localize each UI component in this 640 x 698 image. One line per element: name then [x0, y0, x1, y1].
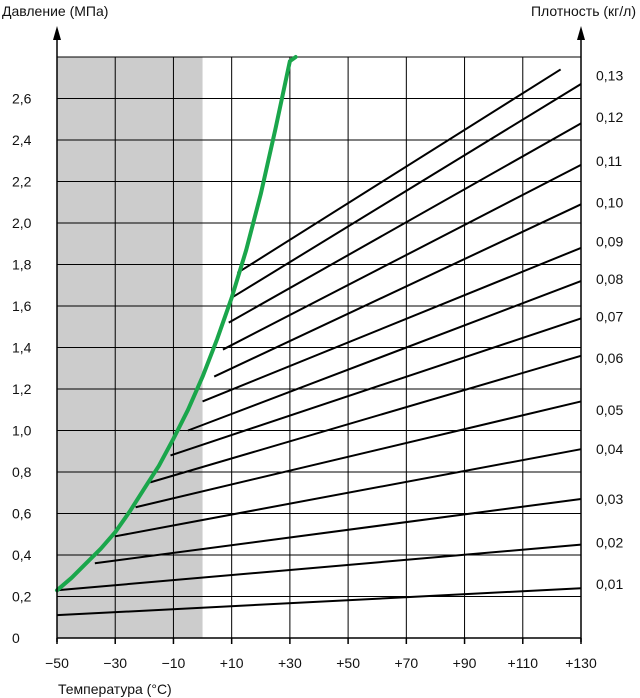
density-label: 0,10	[596, 194, 623, 210]
density-line	[135, 400, 582, 509]
density-line	[187, 280, 582, 432]
y-tick-label: 1,0	[12, 423, 32, 439]
y-tick-label: 1,6	[12, 298, 32, 314]
x-tick-label: +90	[453, 655, 477, 671]
density-line	[115, 448, 582, 538]
density-label: 0,07	[596, 308, 623, 324]
x-tick-labels: −50 −30 −10 +10 +30 +50 +70 +90 +110 +130	[45, 655, 597, 671]
y-tick-label: 1,8	[12, 257, 32, 273]
x-tick-label: +110	[508, 655, 539, 671]
density-label: 0,03	[596, 491, 623, 507]
density-label: 0,04	[596, 441, 623, 457]
x-tick-label: +30	[278, 655, 302, 671]
density-line	[228, 122, 582, 324]
y-axis-arrow	[53, 26, 61, 40]
density-label: 0,02	[596, 535, 623, 551]
density-label: 0,01	[596, 576, 623, 592]
density-lines	[56, 68, 582, 617]
y-tick-label: 0,2	[12, 589, 32, 605]
y-tick-label: 2,6	[12, 91, 32, 107]
density-line	[170, 317, 582, 457]
density-label: 0,13	[596, 68, 623, 84]
density-label: 0,06	[596, 350, 623, 366]
y-tick-label: 1,4	[12, 340, 32, 356]
x-tick-label: −10	[162, 655, 186, 671]
density-line	[202, 246, 582, 403]
density-line	[94, 497, 582, 565]
saturation-curve	[55, 55, 298, 593]
density-label: 0,05	[596, 402, 623, 418]
density-line	[213, 203, 582, 378]
density-line	[56, 587, 582, 617]
y-tick-label: 2,2	[12, 174, 32, 190]
axes	[53, 26, 585, 644]
right-axis-title: Плотность (кг/л)	[531, 3, 636, 19]
x-tick-label: −30	[103, 655, 127, 671]
y-tick-label: 2,0	[12, 215, 32, 231]
density-label: 0,11	[596, 153, 622, 169]
x-tick-label: −50	[45, 655, 69, 671]
y-tick-label: 0,6	[12, 506, 32, 522]
density-line	[56, 543, 582, 592]
y-axis-title: Давление (МПа)	[2, 3, 108, 19]
density-labels: 0,01 0,02 0,03 0,04 0,05 0,06 0,07 0,08 0,09 0,10…	[596, 68, 623, 592]
y-tick-label: 0,8	[12, 464, 32, 480]
x-tick-label: +130	[565, 655, 597, 671]
x-axis-title: Температура (°C)	[58, 681, 172, 697]
density-label: 0,08	[596, 271, 623, 287]
y-tick-label: 0	[12, 630, 20, 646]
density-line	[236, 68, 562, 274]
x-tick-label: +10	[220, 655, 244, 671]
density-line	[231, 83, 582, 299]
density-line	[149, 354, 582, 484]
y-tick-label: 1,2	[12, 381, 32, 397]
right-axis-arrow	[577, 26, 585, 40]
density-label: 0,09	[596, 234, 623, 250]
y-tick-labels: 0 0,2 0,4 0,6 0,8 1,0 1,2 1,4 1,6 1,8 2,0 2,2 2,4 2,6	[12, 91, 32, 647]
density-line	[222, 164, 582, 351]
y-tick-label: 0,4	[12, 547, 32, 563]
x-tick-label: +70	[394, 655, 418, 671]
density-label: 0,12	[596, 109, 623, 125]
x-tick-label: +50	[336, 655, 360, 671]
y-tick-label: 2,4	[12, 132, 32, 148]
